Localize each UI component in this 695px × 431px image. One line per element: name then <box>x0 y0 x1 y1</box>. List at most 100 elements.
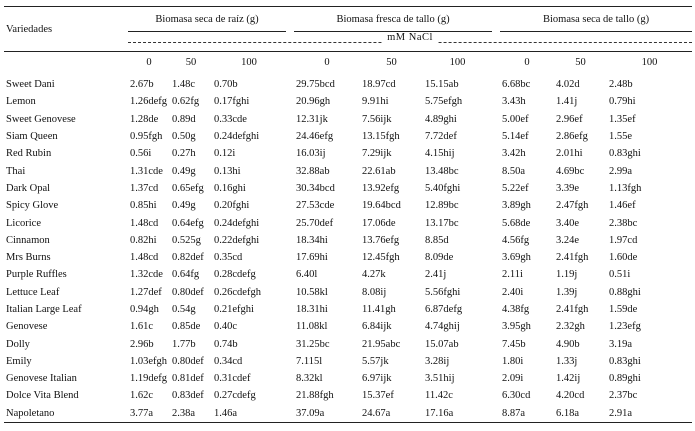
value-cell: 5.57jk <box>362 355 389 367</box>
value-cell: 2.96ef <box>556 113 583 125</box>
variety-name: Napoletano <box>4 404 128 423</box>
variety-name: Spicy Glove <box>6 200 59 212</box>
value-cell: 1.33j <box>556 355 578 367</box>
table-row: Sweet Genovese 1.28de 0.89d 0.33cde 12.31jk 7… <box>4 111 692 128</box>
value-cell: 4.56fg <box>502 234 530 246</box>
value-cell: 8.50a <box>502 165 526 177</box>
table-row: Lettuce Leaf 1.27def 0.80def 0.26cdefgh 10.5… <box>4 284 692 301</box>
conc-50: 50 <box>554 51 608 73</box>
column-gap <box>286 301 294 318</box>
value-cell: 0.16ghi <box>214 182 246 194</box>
value-cell: 0.12i <box>214 148 236 160</box>
value-cell: 1.26defg <box>130 96 168 108</box>
value-cell: 3.24e <box>556 234 580 246</box>
group-header-row: Variedades Biomasa seca de raíz (g) Biom… <box>4 6 693 52</box>
value-cell: 24.46efg <box>296 131 334 143</box>
value-cell: 0.80def <box>172 286 204 298</box>
value-cell: 2.91a <box>607 404 693 423</box>
value-cell: 1.31cde <box>130 165 163 177</box>
value-cell: 15.15ab <box>425 79 459 91</box>
table-row: Dolce Vita Blend 1.62c 0.83def 0.27cdefg 21.… <box>4 387 692 404</box>
stem-fresh-biomass-header: Biomasa fresca de tallo (g) <box>294 6 493 32</box>
value-cell: 25.70def <box>296 217 334 229</box>
conc-0: 0 <box>500 51 555 73</box>
column-gap <box>492 335 500 352</box>
conc-0: 0 <box>128 51 170 73</box>
value-cell: 1.97cd <box>609 234 638 246</box>
value-cell: 0.49g <box>172 200 196 212</box>
column-gap <box>492 111 500 128</box>
table-row: Dolly 2.96b 1.77b 0.74b 31.25bc 21.95abc 15.07… <box>4 335 692 352</box>
value-cell: 0.82def <box>172 252 204 264</box>
value-cell: 13.15fgh <box>362 131 400 143</box>
value-cell: 21.88fgh <box>296 390 334 402</box>
value-cell: 3.95gh <box>502 321 531 333</box>
value-cell: 1.48cd <box>130 252 159 264</box>
value-cell: 3.89gh <box>502 200 531 212</box>
value-cell: 2.38bc <box>609 217 638 229</box>
value-cell: 17.69hi <box>296 252 328 264</box>
column-gap <box>492 266 500 283</box>
value-cell: 7.56ijk <box>362 113 392 125</box>
table-body: Sweet Dani 2.67b 1.48c 0.70b 29.75bcd 18.97cd… <box>4 73 693 423</box>
column-gap <box>492 73 500 93</box>
value-cell: 0.13hi <box>214 165 241 177</box>
value-cell: 0.26cdefgh <box>214 286 261 298</box>
variety-name: Dark Opal <box>6 182 51 194</box>
value-cell: 31.25bc <box>296 338 330 350</box>
table-row: Licorice 1.48cd 0.64efg 0.24defghi 25.70def 1… <box>4 214 692 231</box>
value-cell: 2.40i <box>502 286 524 298</box>
column-gap <box>492 284 500 301</box>
value-cell: 5.14ef <box>502 131 529 143</box>
value-cell: 4.74ghij <box>425 321 460 333</box>
conc-100: 100 <box>423 51 493 73</box>
value-cell: 3.51hij <box>425 373 455 385</box>
value-cell: 0.70b <box>214 79 238 91</box>
column-gap <box>286 387 294 404</box>
value-cell: 29.75bcd <box>296 79 335 91</box>
concentration-row: 0 50 100 0 50 100 0 50 100 <box>4 51 693 73</box>
variety-name: Thai <box>6 165 26 177</box>
table-row: Lemon 1.26defg 0.62fg 0.17fghi 20.96gh 9.91hi… <box>4 93 692 110</box>
table-row: Cinnamon 0.82hi 0.525g 0.22defghi 18.34hi 13.… <box>4 232 692 249</box>
variety-name: Sweet Genovese <box>6 113 76 125</box>
value-cell: 17.06de <box>362 217 396 229</box>
value-cell: 0.82hi <box>130 234 157 246</box>
value-cell: 13.92efg <box>362 182 400 194</box>
value-cell: 24.67a <box>360 404 424 423</box>
value-cell: 13.17bc <box>425 217 459 229</box>
value-cell: 2.01hi <box>556 148 583 160</box>
value-cell: 0.83ghi <box>609 355 641 367</box>
value-cell: 0.88ghi <box>609 286 641 298</box>
value-cell: 0.21efghi <box>214 304 254 315</box>
value-cell: 0.27cdefg <box>214 390 256 402</box>
value-cell: 13.48bc <box>425 165 459 177</box>
value-cell: 21.95abc <box>362 338 401 350</box>
value-cell: 7.115l <box>296 355 323 367</box>
value-cell: 6.30cd <box>502 390 531 402</box>
value-cell: 4.69bc <box>556 165 585 177</box>
variety-name: Licorice <box>6 217 41 229</box>
column-gap <box>492 318 500 335</box>
conc-0: 0 <box>294 51 361 73</box>
value-cell: 13.76efg <box>362 234 400 246</box>
column-gap <box>492 180 500 197</box>
value-cell: 1.13fgh <box>609 182 642 194</box>
value-cell: 0.94gh <box>130 304 159 315</box>
value-cell: 0.95fgh <box>130 131 163 143</box>
value-cell: 4.38fg <box>502 304 530 315</box>
column-gap <box>492 197 500 214</box>
value-cell: 2.41fgh <box>556 252 589 264</box>
value-cell: 1.19j <box>556 269 578 281</box>
value-cell: 1.46ef <box>609 200 636 212</box>
value-cell: 16.03ij <box>296 148 326 160</box>
column-gap <box>492 162 500 179</box>
value-cell: 0.65efg <box>172 182 204 194</box>
value-cell: 2.41j <box>425 269 447 281</box>
value-cell: 4.89ghi <box>425 113 457 125</box>
unit-cell: mM NaCl <box>128 32 693 52</box>
value-cell: 0.17fghi <box>214 96 250 108</box>
column-gap <box>286 197 294 214</box>
value-cell: 8.85d <box>425 234 449 246</box>
column-gap <box>286 51 295 73</box>
